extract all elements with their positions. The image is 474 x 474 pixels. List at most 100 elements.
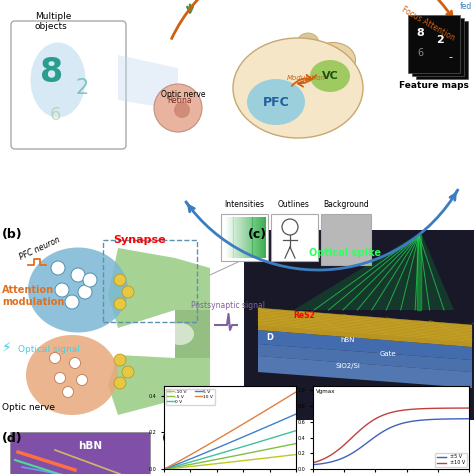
Bar [256, 217, 258, 258]
Ellipse shape [297, 33, 319, 53]
FancyBboxPatch shape [271, 214, 318, 261]
Line: 5 V: 5 V [164, 414, 296, 469]
0 V [244, 443, 250, 448]
FancyBboxPatch shape [244, 230, 474, 420]
Text: Attention
modulation: Attention modulation [2, 285, 64, 307]
Circle shape [114, 377, 126, 389]
Bar [236, 217, 237, 258]
Text: (d): (d) [2, 432, 23, 445]
Text: Feature maps: Feature maps [399, 81, 469, 90]
Bar [228, 217, 230, 258]
-10 V [194, 463, 200, 469]
FancyBboxPatch shape [11, 21, 126, 149]
Polygon shape [108, 248, 210, 328]
-10 V [244, 457, 250, 463]
Circle shape [83, 273, 97, 287]
Circle shape [55, 373, 65, 383]
±5 V [466, 416, 472, 421]
Polygon shape [175, 310, 210, 358]
±10 V [363, 422, 369, 428]
Text: Optic nerve: Optic nerve [161, 90, 205, 99]
10 V [199, 446, 205, 451]
Circle shape [55, 283, 69, 297]
Circle shape [114, 298, 126, 310]
5 V [161, 466, 166, 472]
Polygon shape [258, 356, 472, 388]
Ellipse shape [247, 79, 305, 125]
Bar [230, 217, 232, 258]
-5 V [199, 459, 205, 465]
±10 V [310, 460, 316, 465]
FancyBboxPatch shape [321, 214, 371, 265]
-5 V [194, 460, 200, 466]
Bar [245, 217, 247, 258]
0 V [199, 456, 205, 462]
Text: (e): (e) [162, 432, 182, 445]
-10 V [161, 466, 166, 472]
10 V [244, 419, 250, 425]
10 V [194, 448, 200, 454]
Circle shape [114, 274, 126, 286]
0 V [206, 454, 211, 460]
Bar [237, 217, 239, 258]
0 V [293, 428, 299, 433]
Text: Background: Background [323, 200, 369, 209]
Text: Optical spike: Optical spike [309, 248, 381, 258]
Text: ⚡: ⚡ [2, 341, 12, 355]
-10 V [183, 464, 189, 470]
Text: D: D [266, 334, 273, 343]
Bar [232, 217, 234, 258]
Text: -: - [448, 52, 452, 62]
Text: (f): (f) [322, 432, 339, 445]
0 V [161, 466, 166, 472]
10 V [161, 466, 166, 472]
Ellipse shape [30, 43, 85, 118]
Line: 10 V: 10 V [164, 392, 296, 469]
Legend: -10 V, -5 V, 0 V, 5 V, 10 V: -10 V, -5 V, 0 V, 5 V, 10 V [166, 389, 215, 405]
Text: Intensities: Intensities [224, 200, 264, 209]
Ellipse shape [166, 323, 194, 345]
Bar [247, 217, 249, 258]
Circle shape [65, 295, 79, 309]
Line: -10 V: -10 V [164, 455, 296, 469]
Bar [264, 217, 266, 258]
±5 V [350, 450, 356, 456]
±5 V [310, 462, 316, 467]
-5 V [244, 451, 250, 456]
Bar [224, 217, 226, 258]
-10 V [203, 462, 209, 468]
Circle shape [71, 268, 85, 282]
Ellipse shape [28, 247, 128, 332]
Bar [251, 217, 253, 258]
FancyBboxPatch shape [416, 21, 468, 79]
Polygon shape [258, 308, 472, 347]
5 V [203, 449, 209, 455]
Circle shape [122, 366, 134, 378]
Text: 2: 2 [436, 35, 444, 45]
-5 V [293, 441, 299, 447]
Bar [253, 217, 255, 258]
±10 V [360, 425, 366, 430]
Text: VC: VC [322, 71, 338, 81]
5 V [194, 453, 200, 459]
Text: Optical signal: Optical signal [18, 345, 80, 354]
Text: Modulation: Modulation [286, 75, 326, 81]
Circle shape [49, 353, 61, 364]
10 V [293, 389, 299, 395]
-5 V [203, 458, 209, 464]
Text: 2: 2 [75, 78, 89, 98]
Text: Multiple
objects: Multiple objects [35, 12, 72, 31]
Text: ReS2: ReS2 [293, 311, 315, 320]
Text: Optic nerve: Optic nerve [2, 403, 55, 412]
Ellipse shape [26, 335, 118, 415]
Text: 6: 6 [417, 48, 423, 58]
Bar [243, 217, 245, 258]
Circle shape [114, 354, 126, 366]
10 V [203, 443, 209, 448]
Line: -5 V: -5 V [164, 444, 296, 469]
10 V [206, 442, 211, 447]
Text: 6: 6 [49, 106, 61, 124]
Ellipse shape [310, 60, 350, 92]
Bar [249, 217, 251, 258]
Bar [234, 217, 236, 258]
